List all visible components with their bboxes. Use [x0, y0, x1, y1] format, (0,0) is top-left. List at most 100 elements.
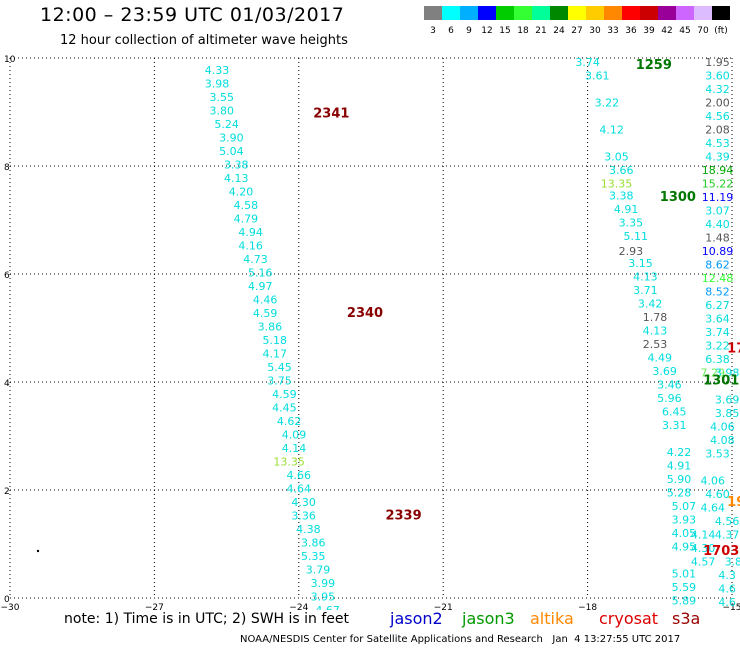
- colorbar-swatch: [622, 6, 640, 20]
- wave-height-point: 4.38: [296, 523, 321, 536]
- wave-height-point: 4.45: [272, 402, 297, 415]
- wave-height-point: 4.73: [243, 253, 268, 266]
- colorbar-swatch: [532, 6, 550, 20]
- wave-height-point: 4.58: [234, 199, 259, 212]
- pass-time-label: 2341: [313, 106, 349, 121]
- wave-height-point: 5.89: [672, 594, 697, 607]
- wave-height-point: 5.90: [667, 473, 692, 486]
- y-tick-label: 2: [4, 487, 10, 497]
- y-tick-label: 4: [4, 379, 10, 389]
- colorbar-label: 33: [607, 26, 618, 36]
- colorbar-label: 3: [430, 26, 436, 36]
- wave-height-point: 4.57: [691, 556, 716, 569]
- wave-height-point: 4.59: [253, 307, 278, 320]
- wave-height-point: 3.93: [672, 513, 697, 526]
- colorbar-swatch: [514, 6, 532, 20]
- pass-time-label: 2339: [385, 509, 421, 524]
- plot-area: −30 −27 −24 −21 −18 −1502468104.333.983.553.8…: [1, 55, 740, 610]
- wave-height-point: 4.49: [648, 351, 673, 364]
- x-tick-label: −15: [723, 603, 740, 610]
- wave-height-point: 4.94: [238, 226, 263, 239]
- wave-height-point: 8.62: [705, 259, 730, 272]
- wave-height-point: 4.22: [667, 446, 692, 459]
- pass-time-label: 170: [727, 341, 740, 356]
- wave-height-point: 3.74: [705, 326, 730, 339]
- wave-height-point: 3.85: [715, 407, 740, 420]
- wave-height-point: 4.16: [238, 240, 263, 253]
- colorbar-swatch: [568, 6, 586, 20]
- pass-time-label: 1703: [703, 544, 739, 559]
- colorbar-swatch: [550, 6, 568, 20]
- wave-height-point: 5.28: [667, 486, 692, 499]
- wave-height-point: 3.75: [267, 375, 292, 388]
- wave-height-point: 3.66: [609, 164, 634, 177]
- wave-height-point: 3.05: [604, 151, 629, 164]
- wave-height-point: 4.14: [282, 442, 307, 455]
- footnote: note: 1) Time is in UTC; 2) SWH is in fe…: [64, 611, 350, 627]
- wave-height-point: 6.45: [662, 405, 687, 418]
- chart-title: 12:00 – 23:59 UTC 01/03/2017: [40, 4, 345, 26]
- wave-height-point: 4.05: [672, 527, 697, 540]
- wave-height-point: 12.48: [702, 272, 734, 285]
- wave-height-point: 13.35: [273, 456, 305, 469]
- wave-height-point: 4.79: [234, 213, 259, 226]
- wave-height-point: 3.60: [705, 70, 730, 83]
- wave-height-point: 3.64: [705, 313, 730, 326]
- colorbar-swatch: [424, 6, 442, 20]
- pass-time-label: 1300: [660, 190, 696, 205]
- wave-height-point: 4.14: [691, 529, 716, 542]
- wave-height-point: 5.35: [301, 550, 326, 563]
- wave-height-point: 5.18: [262, 334, 287, 347]
- wave-height-point: 4.30: [291, 496, 316, 509]
- wave-height-point: 8.52: [705, 286, 730, 299]
- wave-height-point: 4.40: [705, 218, 730, 231]
- wave-height-point: 11.19: [702, 191, 734, 204]
- wave-height-point: 5.11: [623, 230, 648, 243]
- y-tick-label: 10: [4, 55, 16, 65]
- wave-height-point: 4.13: [633, 270, 658, 283]
- wave-height-point: 4.97: [248, 280, 273, 293]
- wave-height-point: 3.07: [705, 205, 730, 218]
- y-tick-label: 6: [4, 271, 10, 281]
- colorbar-label: 9: [466, 26, 472, 36]
- wave-height-point: 3.90: [219, 132, 244, 145]
- pass-time-label: 2340: [347, 306, 383, 321]
- wave-height-point: 4.46: [253, 294, 278, 307]
- colorbar-swatch: [604, 6, 622, 20]
- wave-height-point: 4.64: [700, 502, 725, 515]
- wave-height-point: 18.94: [702, 164, 734, 177]
- wave-height-point: 3.61: [585, 70, 610, 83]
- wave-height-point: 3.71: [633, 284, 658, 297]
- colorbar-label: 30: [589, 26, 601, 36]
- mission-jason3-label: jason3: [462, 609, 515, 628]
- wave-height-point: 4.08: [710, 434, 735, 447]
- colorbar-swatch: [658, 6, 676, 20]
- colorbar-label: 24: [553, 26, 565, 36]
- mission-jason2-label: jason2: [390, 609, 443, 628]
- mission-altika-label: altika: [530, 609, 574, 628]
- wave-height-point: 4.09: [282, 429, 307, 442]
- wave-height-point: 3.38: [224, 159, 249, 172]
- colorbar-swatch: [712, 6, 730, 20]
- wave-height-point: 5.01: [672, 567, 697, 580]
- wave-height-point: 3.36: [291, 510, 316, 523]
- wave-height-point: 4.64: [287, 483, 312, 496]
- colorbar-label: 18: [517, 26, 529, 36]
- colorbar-label: 21: [535, 26, 546, 36]
- wave-height-point: 3.69: [715, 394, 740, 407]
- wave-height-point: 4.67: [315, 604, 340, 610]
- colorbar-label: 27: [571, 26, 582, 36]
- colorbar-label: 12: [481, 26, 492, 36]
- color-scale-legend: 3 6 9 12 15 18 21 24 27 30 33 36 39 42 45 70 (ft): [424, 6, 730, 36]
- colorbar-swatch: [478, 6, 496, 20]
- wave-height-point: 4.13: [224, 172, 249, 185]
- wave-height-point: 3.35: [619, 216, 644, 229]
- colorbar-swatch: [694, 6, 712, 20]
- wave-height-point: 5.59: [672, 581, 697, 594]
- stray-point: [36, 549, 40, 553]
- wave-height-point: 5.16: [248, 267, 273, 280]
- colorbar-label: 42: [661, 26, 672, 36]
- x-tick-label: −30: [1, 603, 20, 610]
- wave-height-point: 3.55: [210, 91, 235, 104]
- wave-height-point: 7.29: [700, 367, 725, 380]
